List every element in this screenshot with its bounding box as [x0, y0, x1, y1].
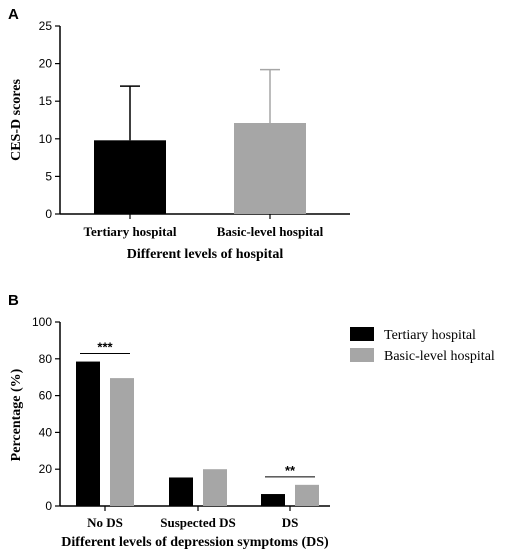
chart-b-legend-label: Basic-level hospital — [384, 349, 495, 364]
chart-b-ytick-label: 20 — [39, 462, 53, 476]
chart-b-bar — [110, 378, 134, 506]
chart-b-ytick-label: 100 — [32, 315, 52, 329]
chart-b-ylabel: Percentage (%) — [9, 368, 24, 461]
chart-a-ylabel: CES-D scores — [9, 79, 24, 161]
chart-a-bars — [94, 68, 306, 214]
chart-a-bar — [234, 123, 306, 214]
chart-b-legend-label: Tertiary hospital — [384, 328, 476, 343]
chart-a-xlabel: Different levels of hospital — [127, 247, 284, 262]
chart-a-xtick-label: Tertiary hospital — [83, 224, 176, 239]
chart-b-xtick-label: No DS — [87, 515, 123, 530]
chart-a-xtick-label: Basic-level hospital — [217, 224, 324, 239]
chart-a-ytick-label: 10 — [39, 132, 53, 146]
chart-a-ytick-label: 5 — [45, 169, 52, 183]
chart-b-xtick-label: DS — [282, 515, 299, 530]
chart-b-significance-label: ** — [285, 463, 296, 478]
chart-a-panel-label: A — [8, 6, 19, 23]
chart-b-legend-swatch — [350, 348, 374, 362]
chart-b-ytick-label: 0 — [45, 499, 52, 513]
chart-a-ytick-label: 15 — [39, 94, 53, 108]
chart-b-bar — [169, 477, 193, 506]
chart-b-legend-swatch — [350, 327, 374, 341]
chart-a: A 0 5 10 15 20 25 Tertiary hospital Basic-level… — [8, 6, 350, 262]
chart-b-ytick-label: 60 — [39, 389, 53, 403]
chart-b-significance-label: *** — [97, 340, 113, 355]
chart-b-legend: Tertiary hospital Basic-level hospital — [350, 327, 495, 364]
chart-a-ytick-label: 20 — [39, 57, 53, 71]
chart-b-xlabel: Different levels of depression symptoms … — [61, 535, 329, 550]
chart-b-ytick-label: 40 — [39, 425, 53, 439]
chart-a-ytick-label: 0 — [45, 207, 52, 221]
chart-b-bar — [261, 494, 285, 506]
chart-b-bar — [295, 484, 319, 506]
chart-b-bars — [76, 361, 319, 506]
chart-a-bar — [94, 140, 166, 214]
chart-b-annotations: ***** — [80, 340, 315, 478]
chart-b-panel-label: B — [8, 292, 19, 309]
chart-b-bar — [203, 469, 227, 506]
chart-b-ytick-label: 80 — [39, 352, 53, 366]
chart-b-xtick-label: Suspected DS — [160, 515, 236, 530]
chart-a-ytick-label: 25 — [39, 19, 53, 33]
chart-b-bar — [76, 361, 100, 506]
